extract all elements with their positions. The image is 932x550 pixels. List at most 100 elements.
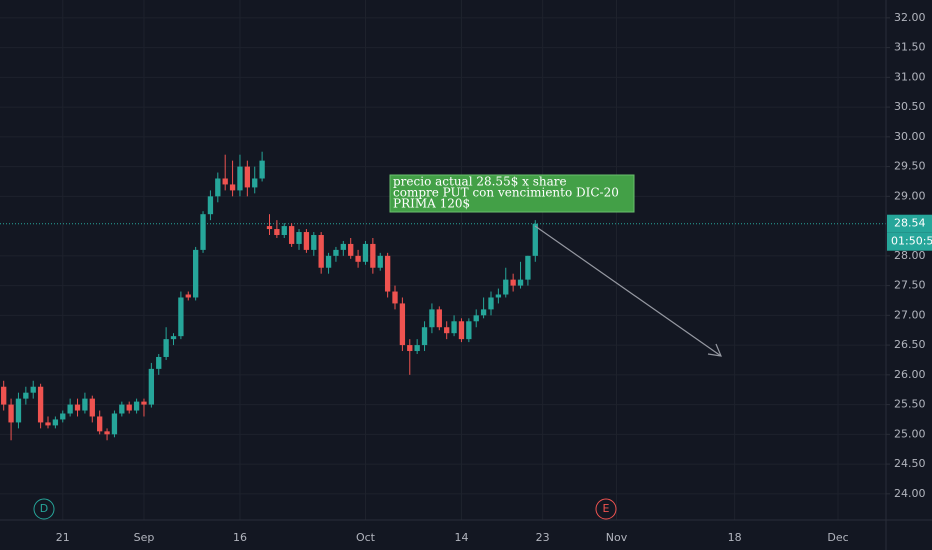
x-tick-label: Oct [356,531,376,544]
last-price-label: 28.54 [894,217,926,230]
annotation-line: PRIMA 120$ [393,197,470,211]
candle-body [141,401,147,405]
candle-body [8,404,14,423]
candle-body [436,309,442,328]
candle-body [133,401,140,411]
candle-body [473,315,479,322]
candle-body [362,243,369,262]
candle-body [15,398,22,423]
annotation: precio actual 28.55$ x share compre PUT … [389,174,635,213]
candle-body [252,178,258,188]
y-tick-label: 27.00 [894,308,926,321]
candle-body [259,160,265,179]
event-marker[interactable] [33,498,55,520]
event-label: D [40,502,48,515]
candle-body [466,321,472,340]
candle-body [30,386,36,393]
countdown-label: 01:50:59 [891,235,932,248]
trend-arrow [534,225,722,357]
y-tick-label: 25.50 [894,398,926,411]
candle-body [207,196,214,215]
candle-body [311,235,317,250]
x-tick-label: 21 [56,531,70,544]
candle-body [517,279,524,286]
candle-body [532,223,538,256]
candle-body [333,249,339,256]
y-tick-label: 32.00 [894,11,926,24]
x-tick-label: 23 [536,531,550,544]
candle-body [421,327,428,346]
candle-body [503,279,509,295]
candle-body [104,431,110,435]
candle-body [60,413,66,420]
candle-body [97,416,103,432]
x-tick-label: 14 [454,531,468,544]
candle-body [458,321,465,340]
candle-body [119,404,125,414]
event-label: E [603,502,610,515]
candle-body [480,309,487,316]
candle-body [89,398,95,417]
candle-body [384,255,391,292]
y-tick-label: 24.50 [894,457,926,470]
candle-body [303,232,310,250]
candle-body [178,297,184,337]
x-tick-label: 16 [233,531,247,544]
axes: 24.00 24.50 25.00 25.50 26.00 26.50 27.00 27.50… [56,11,932,544]
candle-body [163,339,169,357]
candle-body [23,392,29,399]
candle-body [156,356,162,369]
candle-body [1,386,7,405]
candle-body [288,226,295,244]
x-tick-label: Nov [606,531,628,544]
candle-body [126,404,132,411]
y-tick-label: 25.00 [894,427,926,440]
candle-body [377,255,383,268]
y-tick-label: 31.00 [894,70,926,83]
candle-body [318,235,324,268]
candle-body [52,419,59,426]
x-tick-label: Dec [827,531,848,544]
x-tick-label: 18 [728,531,742,544]
candle-body [274,229,280,236]
candle-body [281,226,287,236]
candle-body [37,386,44,423]
candle-body [488,297,494,310]
candle-body [111,413,118,435]
candle-body [429,309,435,328]
event-marker[interactable] [595,498,617,520]
y-tick-label: 31.50 [894,41,926,54]
y-tick-label: 24.00 [894,487,926,500]
candle-body [399,303,406,346]
arrow-head [707,343,722,357]
candle-body [495,294,502,298]
candle-body [451,321,457,334]
candle-body [193,249,199,298]
candle-body [525,255,531,280]
last-price-box [887,214,932,233]
candles [1,151,538,441]
annotation-line: precio actual 28.55$ x share [393,175,567,189]
candle-body [414,345,420,352]
candle-body [82,398,88,411]
candle-body [370,243,376,268]
candle-body [340,243,346,250]
candle-body [185,294,191,298]
candle-body [407,345,413,352]
candle-body [45,422,51,426]
y-tick-label: 29.50 [894,160,926,173]
annotation-box [389,174,635,213]
y-tick-label: 26.50 [894,338,926,351]
candle-body [296,232,302,244]
candle-body [244,166,250,188]
y-tick-label: 30.00 [894,130,926,143]
x-tick-label: Sep [134,531,155,544]
candle-body [222,178,228,185]
y-tick-label: 27.50 [894,279,926,292]
candle-body [237,166,243,191]
candle-body [444,327,450,334]
countdown-box [887,232,932,251]
